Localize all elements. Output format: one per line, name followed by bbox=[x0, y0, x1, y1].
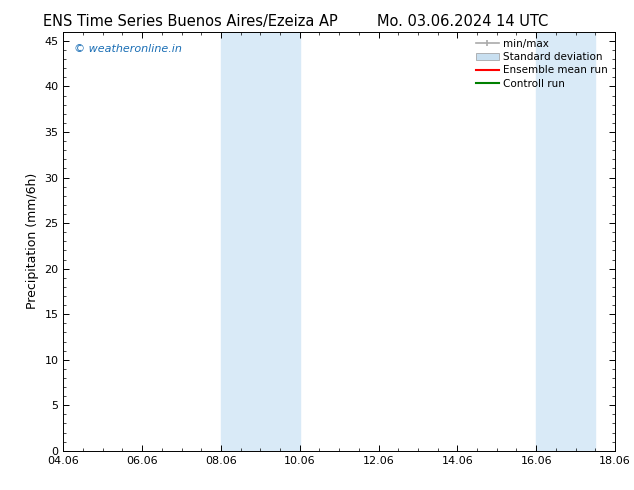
Bar bbox=[536, 32, 595, 451]
Text: ENS Time Series Buenos Aires/Ezeiza AP: ENS Time Series Buenos Aires/Ezeiza AP bbox=[43, 14, 337, 29]
Y-axis label: Precipitation (mm/6h): Precipitation (mm/6h) bbox=[26, 173, 39, 310]
Text: Mo. 03.06.2024 14 UTC: Mo. 03.06.2024 14 UTC bbox=[377, 14, 548, 29]
Bar bbox=[221, 32, 300, 451]
Text: © weatheronline.in: © weatheronline.in bbox=[74, 45, 183, 54]
Legend: min/max, Standard deviation, Ensemble mean run, Controll run: min/max, Standard deviation, Ensemble me… bbox=[474, 37, 610, 91]
